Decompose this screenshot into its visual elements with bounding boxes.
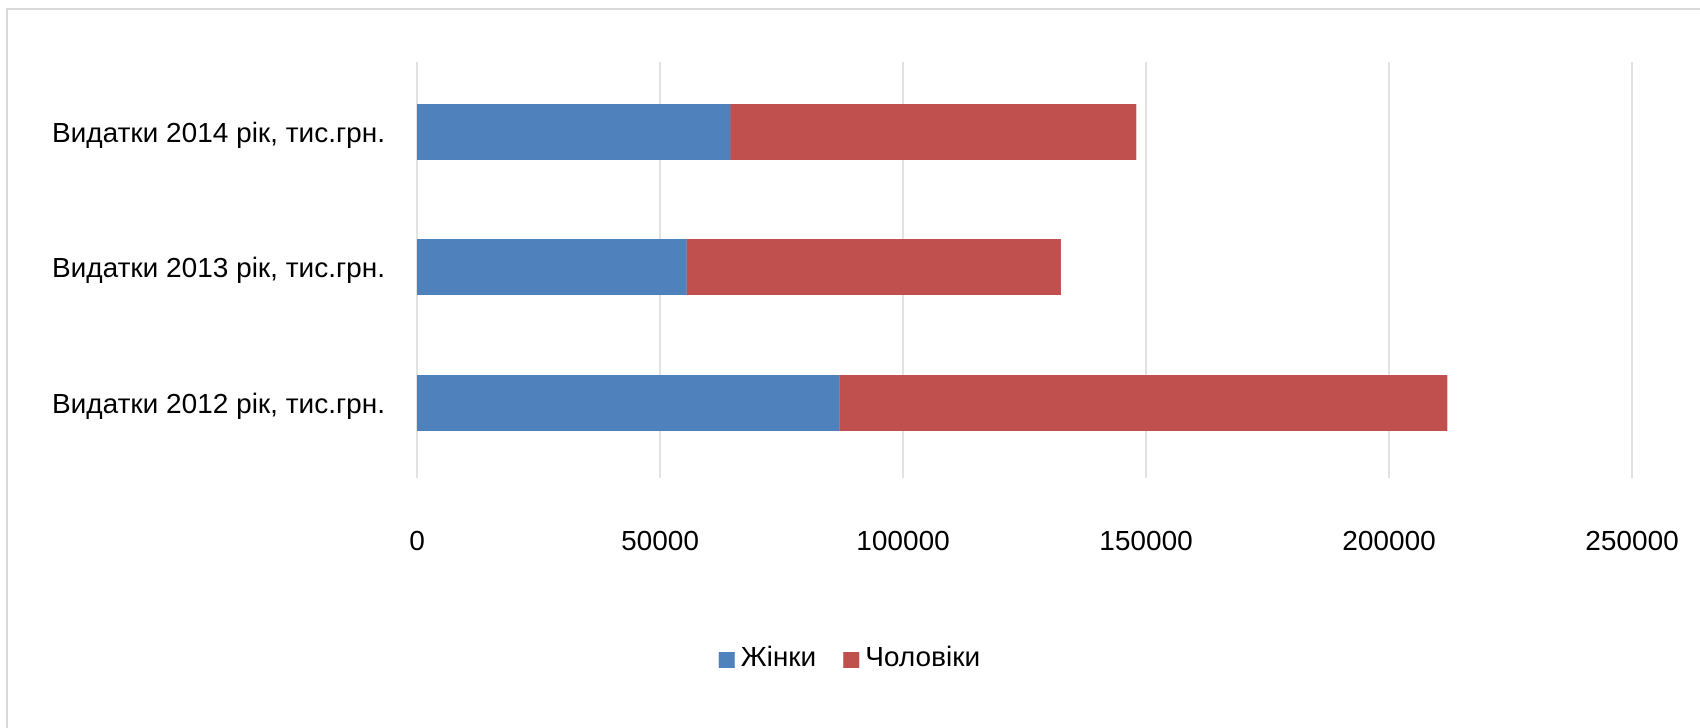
x-tick-label-1: 50000 (621, 525, 699, 556)
category-label-0: Видатки 2014 рік, тис.грн. (52, 117, 385, 148)
bars (417, 104, 1448, 431)
category-label-2: Видатки 2012 рік, тис.грн. (52, 388, 385, 419)
x-tick-label-3: 150000 (1099, 525, 1192, 556)
x-tick-label-0: 0 (409, 525, 425, 556)
x-tick-label-4: 200000 (1342, 525, 1435, 556)
legend-label-1: Чоловіки (865, 641, 980, 672)
bar-1-series-1 (686, 239, 1061, 295)
x-tick-label-5: 250000 (1585, 525, 1678, 556)
x-tick-label-2: 100000 (856, 525, 949, 556)
bar-0-series-1 (730, 104, 1137, 160)
legend-swatch-1 (843, 652, 860, 668)
legend-swatch-0 (718, 652, 735, 668)
bar-0-series-0 (417, 104, 731, 160)
bar-2-series-1 (839, 375, 1448, 431)
bar-1-series-0 (417, 239, 687, 295)
x-tick-labels: 0 50000 100000 150000 200000 250000 (409, 525, 1679, 556)
legend-label-0: Жінки (741, 641, 816, 672)
legend: Жінки Чоловіки (718, 641, 980, 672)
category-label-1: Видатки 2013 рік, тис.грн. (52, 252, 385, 283)
bar-2-series-0 (417, 375, 840, 431)
category-labels: Видатки 2014 рік, тис.грн. Видатки 2013 р… (52, 117, 385, 419)
